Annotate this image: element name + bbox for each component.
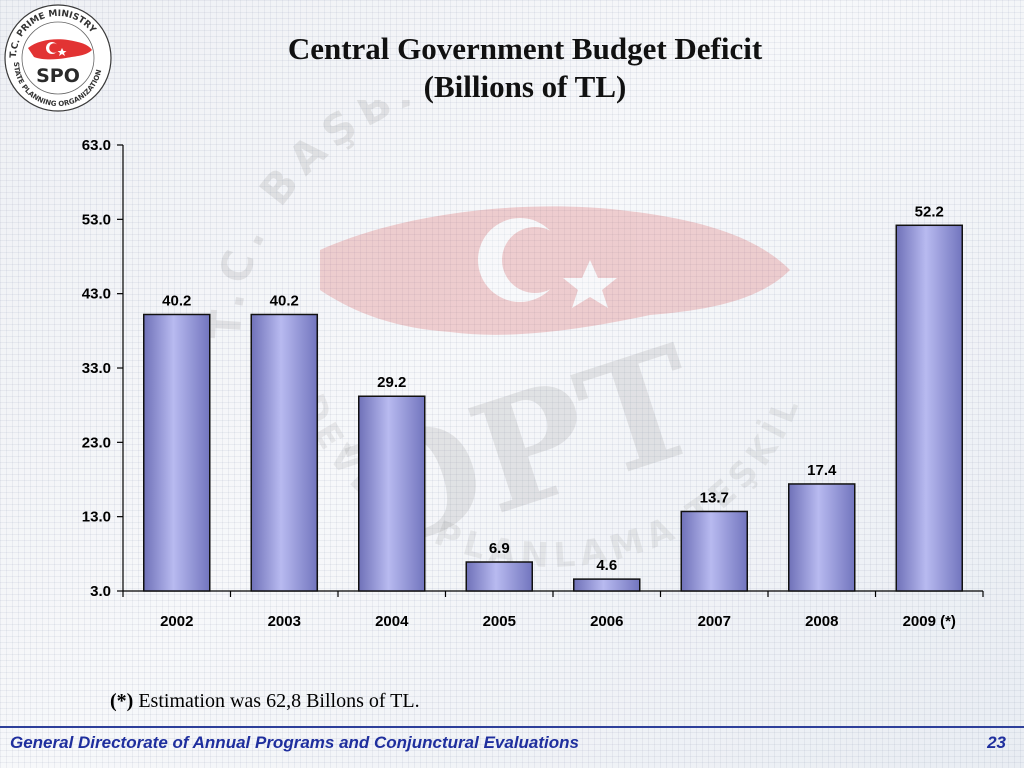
bar-value-label: 52.2 [915,203,944,220]
bar-value-label: 13.7 [700,489,729,506]
y-tick-label: 23.0 [82,434,111,451]
x-tick-label: 2002 [160,613,193,630]
bar-value-label: 40.2 [270,292,299,309]
y-tick-label: 33.0 [82,360,111,377]
bar-2007 [680,510,748,592]
budget-deficit-bar-chart: 3.0 13.0 23.0 33.0 43.0 53.0 63.0 40.2 2002 40.2 2… [82,137,984,630]
footnote: (*) Estimation was 62,8 Billons of TL. [110,690,420,713]
logo-center-text: SPO [36,65,80,87]
bar-2004 [358,395,426,592]
x-tick-label: 2005 [483,613,516,630]
x-tick-label: 2006 [590,613,623,630]
x-tick-label: 2009 (*) [903,613,956,630]
bar-2006 [573,578,641,592]
footer-divider [0,726,1024,728]
footnote-text: Estimation was 62,8 Billons of TL. [133,690,420,712]
dpt-watermark: DPT T.C. BAŞBAKANLIK DEVLET PLANLAMA TEŞ… [150,100,803,589]
y-tick-label: 43.0 [82,286,111,303]
slide-title-line1: Central Government Budget Deficit [287,31,763,66]
footer-text: General Directorate of Annual Programs a… [10,733,579,752]
bar-2008 [788,483,856,592]
bar-value-label: 4.6 [596,557,617,574]
bar-2009 [895,224,963,592]
bar-2003 [250,313,318,592]
y-tick-label: 3.0 [90,583,111,600]
bar-value-label: 6.9 [489,540,510,557]
slide-title: Central Government Budget Deficit (Billi… [0,30,1024,106]
page-number: 23 [987,733,1006,752]
bar-2005 [465,561,533,592]
footnote-mark: (*) [110,690,134,712]
y-tick-label: 63.0 [82,137,111,154]
x-tick-label: 2008 [805,613,838,630]
bar-value-label: 29.2 [377,374,406,391]
bar-value-label: 17.4 [807,462,837,479]
slide-title-line2: (Billions of TL) [423,69,627,104]
y-tick-label: 53.0 [82,211,111,228]
bar-2002 [143,313,211,592]
turkey-map-icon [28,39,92,60]
bar-value-label: 40.2 [162,292,191,309]
spo-logo: T.C. PRIME MINISTRY STATE PLANNING ORGAN… [4,4,112,112]
y-tick-label: 13.0 [82,509,111,526]
x-tick-label: 2007 [698,613,731,630]
x-tick-label: 2004 [375,613,409,630]
x-tick-label: 2003 [268,613,301,630]
